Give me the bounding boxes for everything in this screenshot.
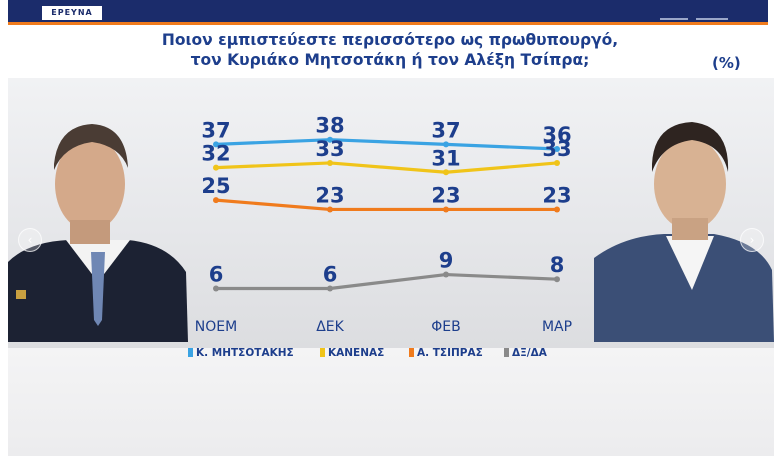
brand-logo-right [660,8,740,20]
legend-item-1: ΚΑΝΕΝΑΣ [320,347,384,359]
unit-label: (%) [712,54,741,72]
series-point-1-3 [554,159,560,166]
legend-label-3: ΔΞ/ΔΑ [512,347,547,359]
legend-item-2: Α. ΤΣΙΠΡΑΣ [409,347,483,359]
data-label-3-1: 6 [323,263,338,287]
panel-bottom [8,348,774,456]
legend-label-0: Κ. ΜΗΤΣΟΤΑΚΗΣ [196,347,294,359]
portrait-tsipras [594,122,774,342]
chart-title-line2: τον Κυριάκο Μητσοτάκη ή τον Αλέξη Τσίπρα… [190,51,590,69]
data-label-0-1: 38 [315,114,344,138]
legend-item-3: ΔΞ/ΔΑ [504,347,547,359]
data-label-0-0: 37 [201,118,230,142]
series-line-2 [215,198,557,212]
data-label-2-3: 23 [542,183,571,207]
series-line-0 [215,138,558,151]
data-label-1-3: 33 [542,137,571,161]
x-tick-label-2: ΦΕΒ [431,319,460,335]
series-point-1-2 [443,169,449,176]
series-point-2-0 [213,197,219,204]
x-tick-label-0: ΝΟΕΜ [195,319,237,335]
series-line-1 [215,161,558,174]
legend-item-0: Κ. ΜΗΤΣΟΤΑΚΗΣ [188,347,294,359]
data-label-2-0: 25 [201,174,230,198]
chevron-left-icon[interactable]: ‹ [18,228,42,252]
series-line-3 [216,272,558,291]
series-point-3-3 [554,276,560,283]
x-tick-label-3: ΜΑΡ [542,319,572,335]
series-point-2-3 [554,206,560,213]
legend-swatch-3 [504,348,509,357]
data-label-0-3: 36 [542,123,571,147]
series-point-0-1 [327,136,333,143]
x-tick-label-1: ΔΕΚ [316,319,344,335]
series-point-0-3 [554,146,560,152]
series-point-1-1 [327,159,333,166]
top-bar: ΕΡΕΥΝΑ [0,0,780,26]
series-point-2-2 [443,206,449,213]
series-point-3-0 [213,285,219,292]
data-label-1-2: 31 [431,146,460,170]
series-point-3-2 [443,271,449,278]
legend-label-2: Α. ΤΣΙΠΡΑΣ [417,347,483,359]
portrait-mitsotakis [8,124,188,342]
legend-label-1: ΚΑΝΕΝΑΣ [328,347,385,359]
chart-title: Ποιον εμπιστεύεστε περισσότερο ως πρωθυπ… [0,30,780,70]
series-point-2-1 [327,206,333,213]
data-label-1-0: 32 [201,142,230,166]
top-bar-band [8,0,768,25]
chevron-right-icon[interactable]: › [740,228,764,252]
series-point-0-2 [443,141,449,148]
series-point-1-0 [213,164,219,171]
chart-title-line1: Ποιον εμπιστεύεστε περισσότερο ως πρωθυπ… [161,31,619,49]
data-label-3-0: 6 [209,263,224,287]
legend-swatch-1 [320,348,325,357]
series-point-0-0 [213,141,219,148]
chart-legend: Κ. ΜΗΤΣΟΤΑΚΗΣ ΚΑΝΕΝΑΣ Α. ΤΣΙΠΡΑΣ ΔΞ/ΔΑ [188,347,588,361]
data-label-3-2: 9 [439,249,454,273]
brand-logo: ΕΡΕΥΝΑ [42,6,102,20]
data-label-1-1: 33 [315,137,344,161]
data-label-2-1: 23 [315,183,344,207]
data-label-0-2: 37 [431,118,460,142]
legend-swatch-2 [409,348,414,357]
series-point-3-1 [327,285,333,292]
legend-swatch-0 [188,348,193,357]
data-label-3-3: 8 [550,253,565,277]
data-label-2-2: 23 [431,183,460,207]
